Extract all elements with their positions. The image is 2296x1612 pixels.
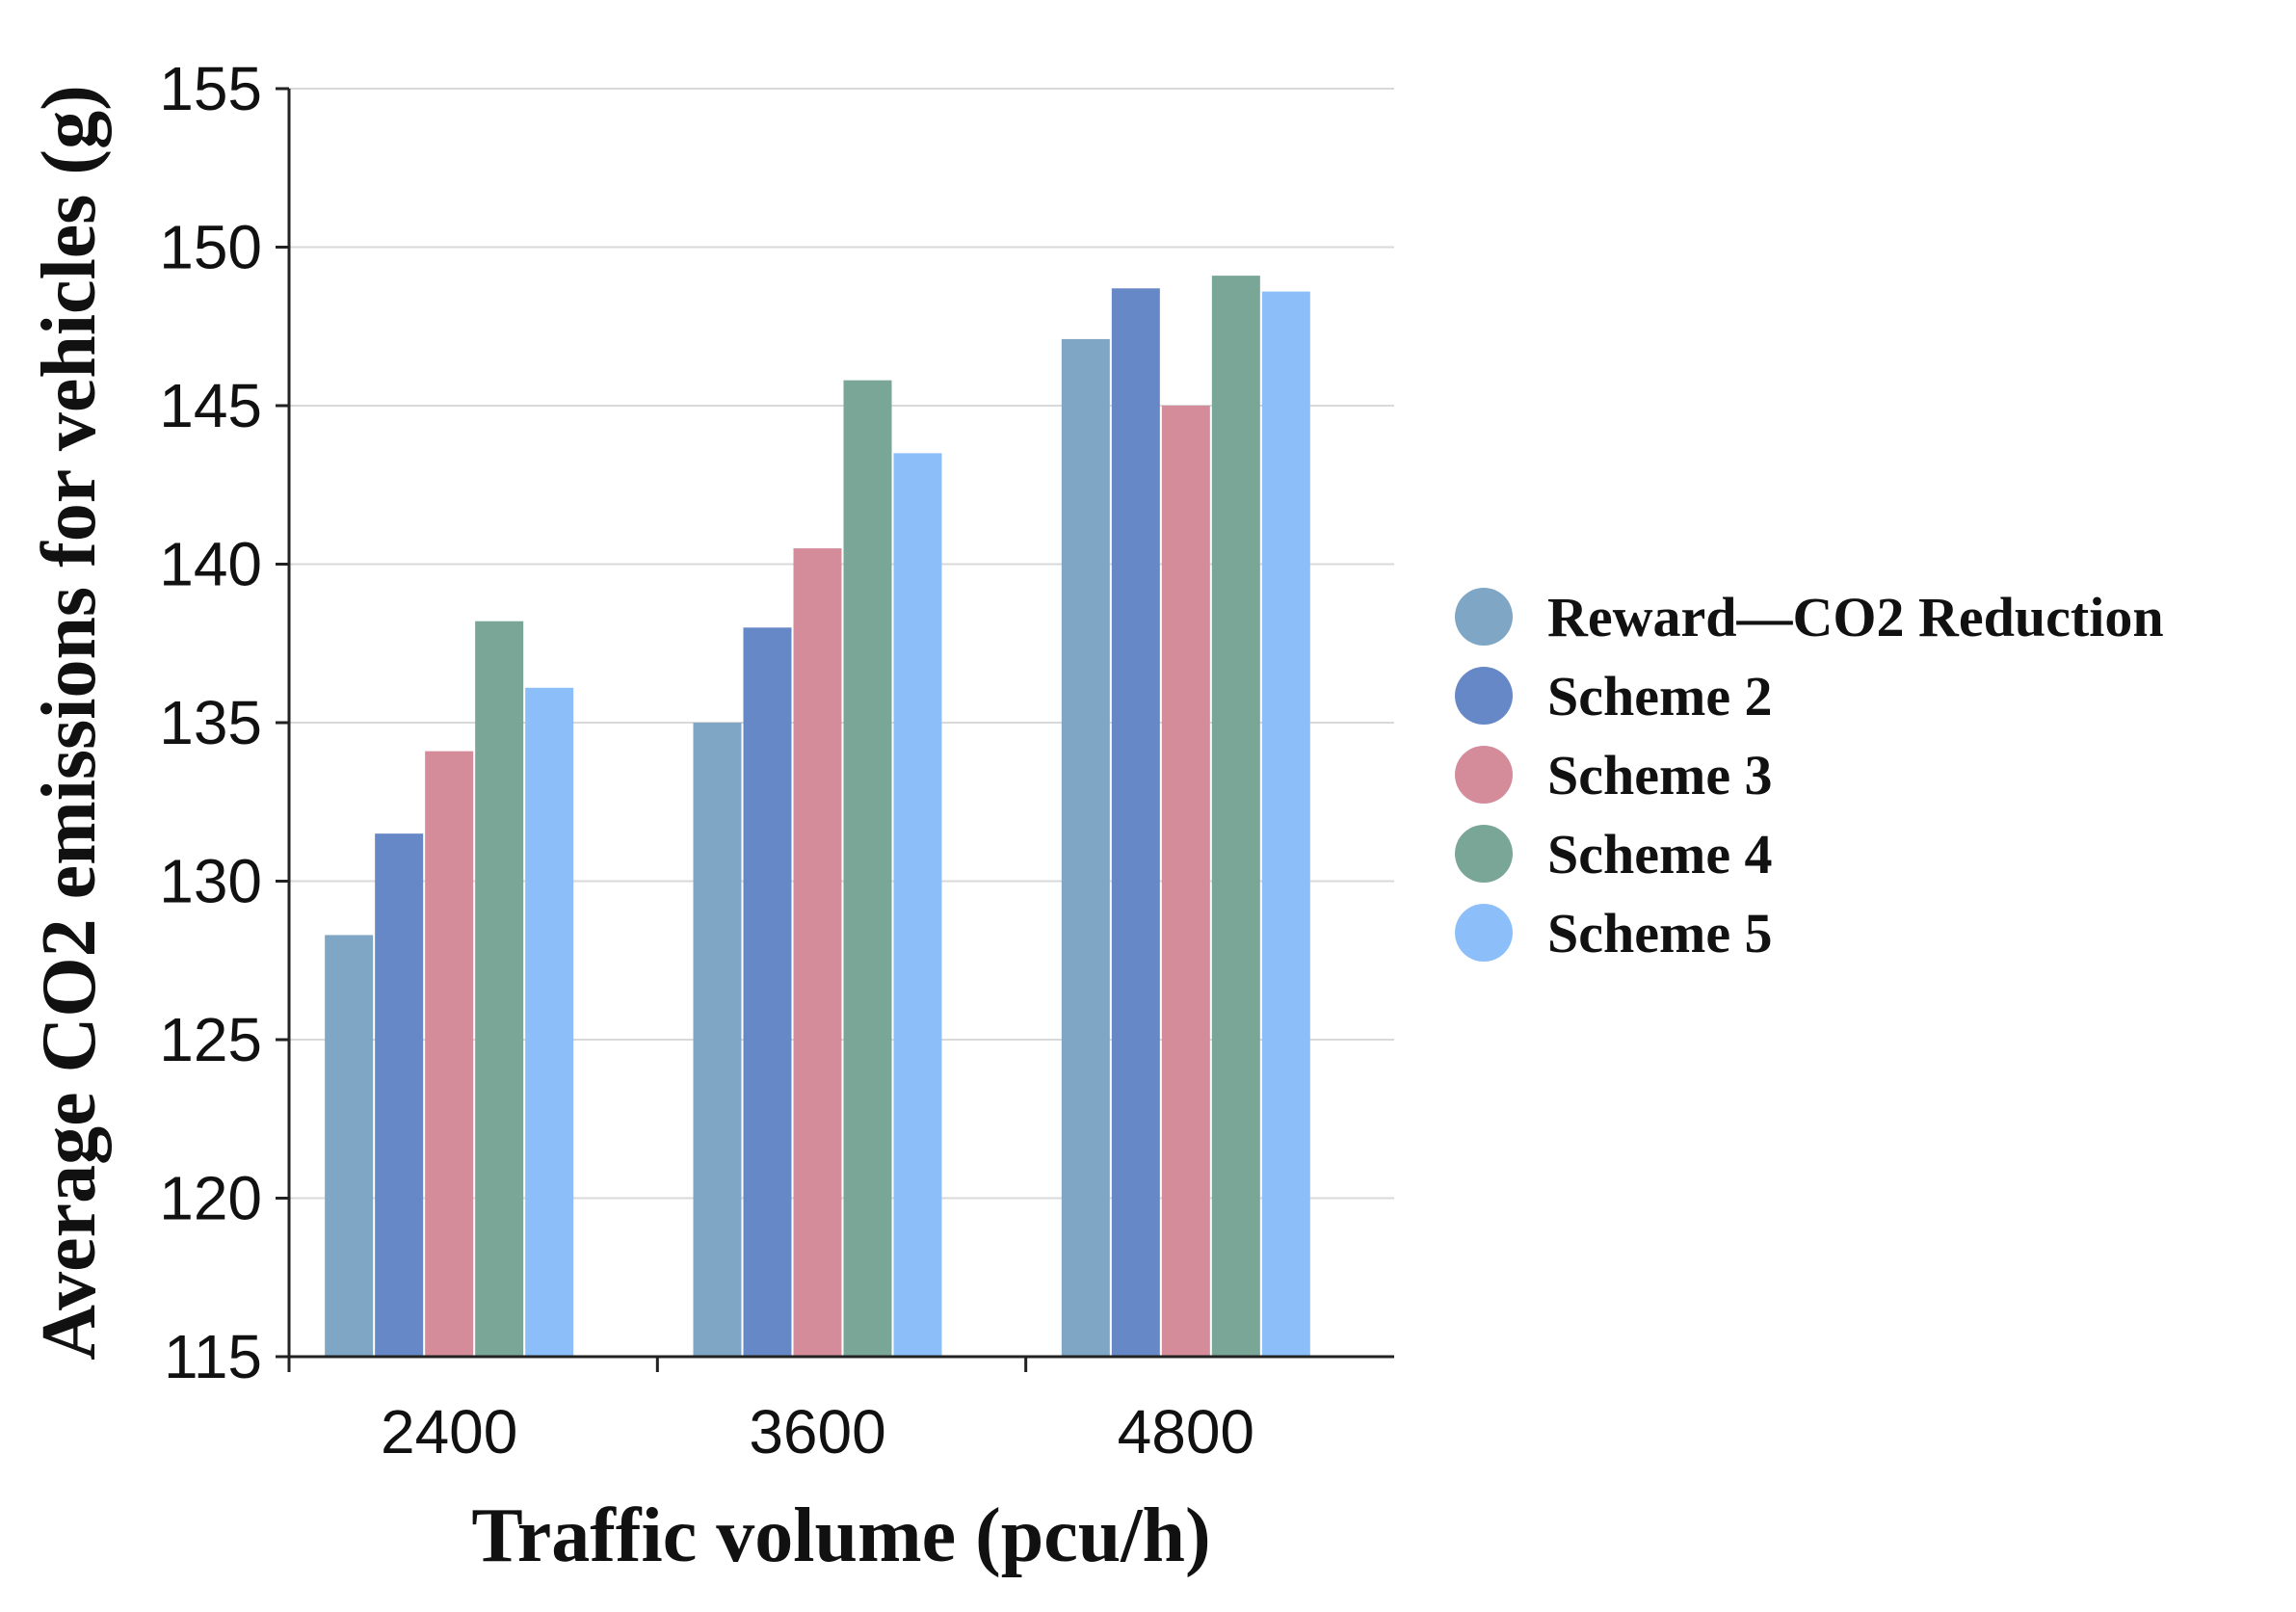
legend-swatch (1455, 904, 1513, 962)
x-tick-labels: 2400 3600 4800 (287, 1357, 1254, 1467)
y-axis-title: Average CO2 emissions for vehicles (g) (27, 85, 112, 1360)
bar-scheme-3-4800 (1161, 406, 1210, 1357)
bars (325, 276, 1310, 1358)
legend-swatch (1455, 588, 1513, 646)
bar-scheme-3-3600 (793, 548, 842, 1357)
bar-scheme-4-4800 (1211, 276, 1260, 1357)
x-tick-label: 3600 (749, 1397, 885, 1467)
legend-swatch (1455, 746, 1513, 804)
y-tick-labels: 115 120 125 130 135 140 145 150 155 (159, 54, 262, 1391)
y-tick-label: 145 (159, 371, 262, 440)
bar-scheme-2-3600 (743, 627, 792, 1357)
y-tick-label: 115 (164, 1322, 262, 1391)
bar-reward-co2-reduction-3600 (693, 723, 742, 1357)
bar-scheme-4-3600 (843, 380, 892, 1357)
y-tick-label: 150 (159, 213, 262, 282)
bar-scheme-2-4800 (1111, 288, 1160, 1357)
bar-scheme-4-2400 (475, 621, 524, 1357)
legend-label: Scheme 4 (1547, 823, 1773, 885)
legend-label: Scheme 2 (1547, 665, 1773, 727)
y-tick-label: 120 (159, 1164, 262, 1233)
legend-swatch (1455, 825, 1513, 883)
y-tick-label: 140 (159, 530, 262, 599)
legend-swatch (1455, 667, 1513, 725)
bar-reward-co2-reduction-2400 (325, 935, 374, 1357)
bar-scheme-5-3600 (893, 453, 942, 1358)
bar-scheme-3-2400 (425, 751, 474, 1357)
x-axis-title: Traffic volume (pcu/h) (471, 1493, 1210, 1578)
y-tick-label: 130 (159, 847, 262, 916)
bar-scheme-2-2400 (375, 833, 424, 1357)
y-tick-label: 155 (159, 54, 262, 123)
legend-label: Scheme 5 (1547, 902, 1773, 965)
legend: Reward—CO2 Reduction Scheme 2 Scheme 3 Sche… (1455, 586, 2164, 965)
legend-label: Reward—CO2 Reduction (1547, 586, 2164, 648)
bar-scheme-5-4800 (1261, 291, 1310, 1357)
bar-reward-co2-reduction-4800 (1061, 338, 1110, 1357)
y-tick-label: 125 (159, 1005, 262, 1074)
axes (287, 89, 1394, 1359)
legend-label: Scheme 3 (1547, 744, 1773, 806)
bar-scheme-5-2400 (525, 687, 574, 1357)
y-tick-label: 135 (159, 688, 262, 757)
x-tick-label: 4800 (1118, 1397, 1254, 1467)
x-tick-label: 2400 (381, 1397, 517, 1467)
